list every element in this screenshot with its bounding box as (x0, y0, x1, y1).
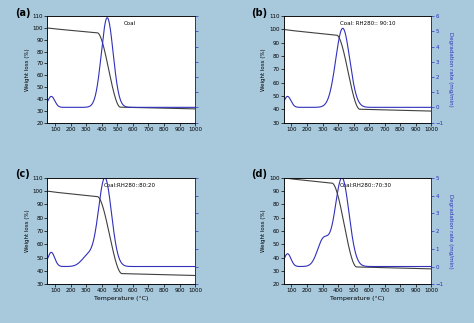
Y-axis label: Degradation rate (mg/min): Degradation rate (mg/min) (448, 194, 453, 268)
X-axis label: Temperature (°C): Temperature (°C) (94, 296, 148, 301)
Text: (c): (c) (15, 169, 30, 179)
Y-axis label: Weight loss (%): Weight loss (%) (261, 210, 266, 252)
Y-axis label: Weight loss (%): Weight loss (%) (25, 48, 30, 91)
Y-axis label: Weight loss (%): Weight loss (%) (25, 210, 30, 252)
Y-axis label: Weight loss (%): Weight loss (%) (261, 48, 266, 91)
Text: (a): (a) (15, 8, 30, 18)
X-axis label: Temperature (°C): Temperature (°C) (330, 296, 385, 301)
Text: Coal: Coal (124, 21, 137, 26)
Text: Coal:RH280::70:30: Coal:RH280::70:30 (340, 183, 392, 188)
Y-axis label: Degradation rate (mg/min): Degradation rate (mg/min) (448, 32, 453, 107)
Text: Coal: RH280:: 90:10: Coal: RH280:: 90:10 (340, 21, 395, 26)
Text: (b): (b) (251, 8, 267, 18)
Text: Coal:RH280::80:20: Coal:RH280::80:20 (103, 183, 155, 188)
Text: (d): (d) (251, 169, 267, 179)
